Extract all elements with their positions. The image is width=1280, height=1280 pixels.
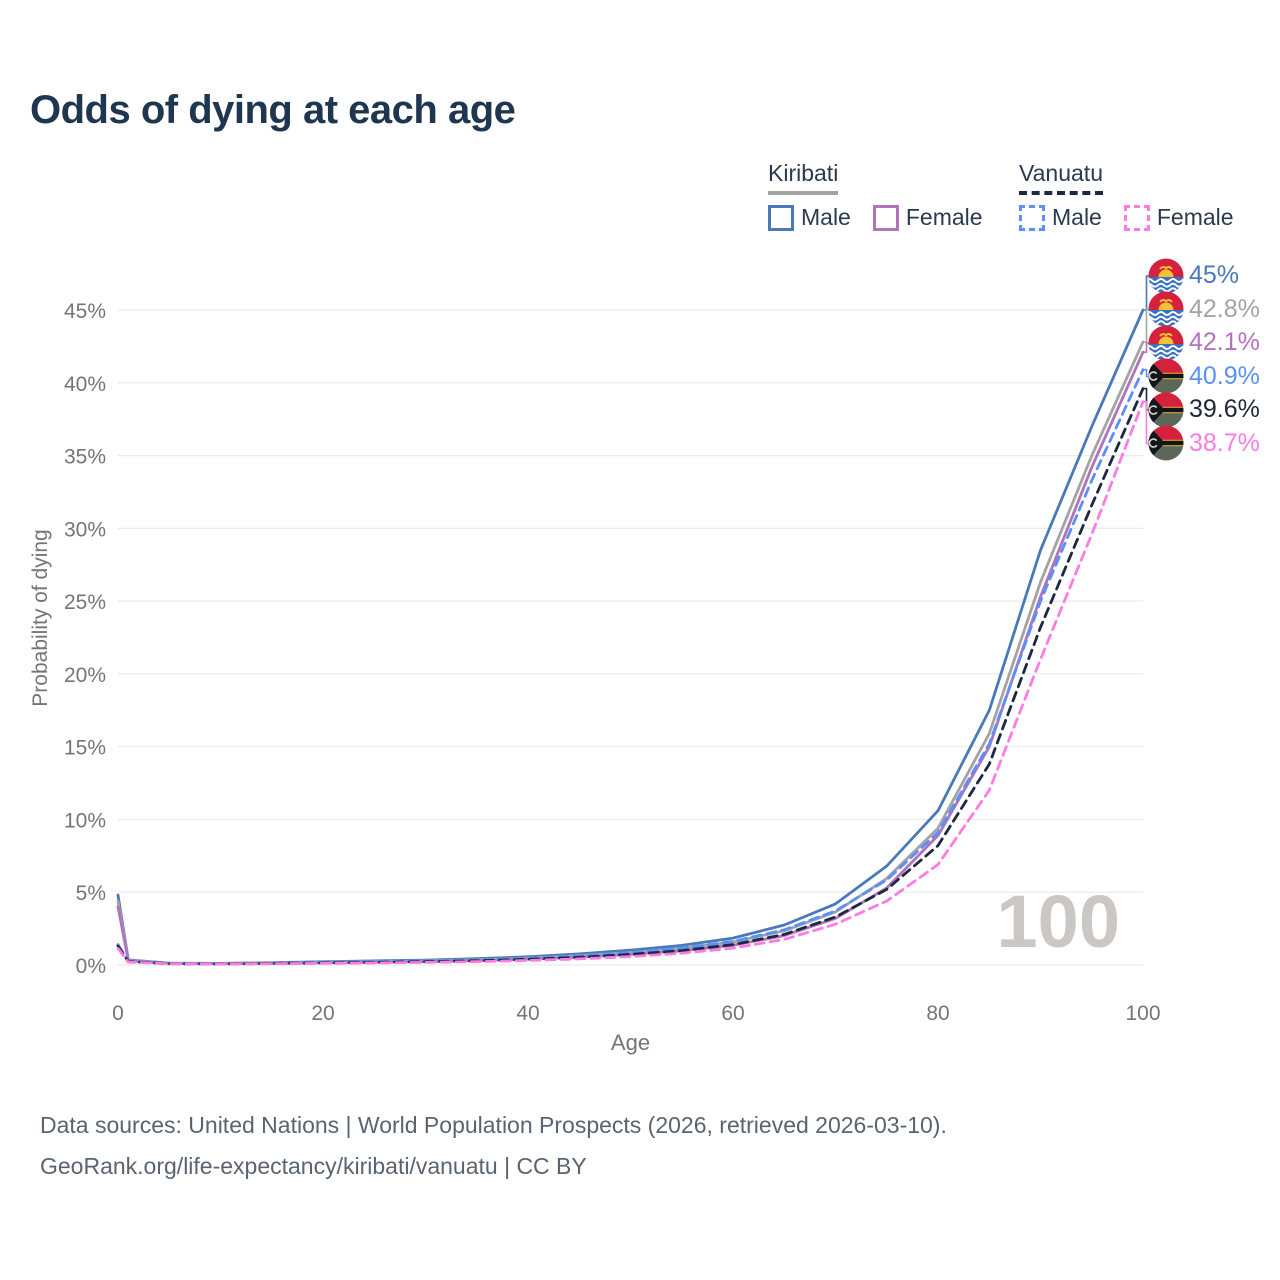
legend-title-kiribati: Kiribati xyxy=(768,160,839,195)
y-tick-label: 0% xyxy=(76,955,106,978)
watermark-text: 100 xyxy=(997,880,1120,963)
y-tick-label: 20% xyxy=(64,664,106,687)
y-tick-label: 25% xyxy=(64,591,106,614)
vanuatu-flag-icon xyxy=(1148,425,1184,461)
legend-swatch-vanuatu-male xyxy=(1019,204,1045,231)
series-vanuatu-female xyxy=(116,400,1145,966)
legend-items-vanuatu: Male Female xyxy=(1019,204,1234,231)
y-tick-label: 10% xyxy=(64,810,106,833)
y-axis-title: Probability of dying xyxy=(29,529,52,706)
kiribati-flag-icon xyxy=(1148,258,1184,294)
y-tick-label: 35% xyxy=(64,446,106,469)
vanuatu-flag-icon xyxy=(1148,392,1184,428)
legend-swatch-vanuatu-female xyxy=(1123,204,1150,231)
kiribati-flag-icon xyxy=(1148,325,1184,361)
y-tick-label: 45% xyxy=(64,300,106,323)
legend-label-vanuatu-male: Male xyxy=(1052,204,1102,230)
end-value: 42.1% xyxy=(1189,328,1260,357)
legend-label-kiribati-female: Female xyxy=(905,204,983,230)
x-tick-label: 40 xyxy=(516,1002,539,1025)
x-tick-label: 20 xyxy=(311,1002,334,1025)
data-sources-line1: Data sources: United Nations | World Pop… xyxy=(40,1112,947,1138)
legend-title-vanuatu: Vanuatu xyxy=(1019,160,1103,195)
end-value: 45% xyxy=(1189,261,1240,290)
end-value: 40.9% xyxy=(1189,361,1260,390)
series-vanuatu-total xyxy=(116,387,1145,966)
series-kiribati-female xyxy=(116,350,1145,966)
legend-swatch-kiribati-female xyxy=(872,204,899,231)
end-value: 42.8% xyxy=(1189,294,1260,323)
legend-swatch-kiribati-male xyxy=(768,204,794,231)
data-sources-line2: GeoRank.org/life-expectancy/kiribati/van… xyxy=(40,1153,587,1179)
page-title: Odds of dying at each age xyxy=(30,88,516,132)
kiribati-flag-icon xyxy=(1148,291,1184,327)
y-tick-label: 15% xyxy=(64,737,106,760)
legend-label-vanuatu-female: Female xyxy=(1156,204,1234,230)
y-tick-label: 30% xyxy=(64,518,106,541)
end-value: 38.7% xyxy=(1189,428,1260,457)
legend-items-kiribati: Male Female xyxy=(768,204,983,231)
end-labels: 45% 42.8% 42.1% 40.9% 39.6% 38.7% xyxy=(1148,259,1260,460)
x-axis-title: Age xyxy=(611,1030,650,1055)
x-tick-label: 0 xyxy=(112,1002,124,1025)
end-label-kiribati-female: 42.1% xyxy=(1148,326,1260,360)
legend-label-kiribati-male: Male xyxy=(801,204,851,230)
legend-group-vanuatu: Vanuatu Male Female xyxy=(1019,160,1234,231)
end-label-kiribati-male: 45% xyxy=(1148,259,1260,293)
end-value: 39.6% xyxy=(1189,395,1260,424)
x-tick-label: 60 xyxy=(721,1002,744,1025)
end-label-vanuatu-total: 39.6% xyxy=(1148,393,1260,427)
legend-group-kiribati: Kiribati Male Female xyxy=(768,160,983,231)
series-kiribati-total xyxy=(116,340,1145,965)
y-tick-label: 40% xyxy=(64,373,106,396)
vanuatu-flag-icon xyxy=(1148,358,1184,394)
x-tick-label: 80 xyxy=(926,1002,949,1025)
y-tick-label: 5% xyxy=(76,882,106,905)
series-kiribati-male xyxy=(116,308,1145,965)
end-label-kiribati-total: 42.8% xyxy=(1148,293,1260,327)
end-label-vanuatu-female: 38.7% xyxy=(1148,427,1260,461)
data-sources: Data sources: United Nations | World Pop… xyxy=(40,1105,947,1187)
x-tick-label: 100 xyxy=(1125,1002,1160,1025)
series-vanuatu-male xyxy=(116,368,1145,966)
end-label-vanuatu-male: 40.9% xyxy=(1148,360,1260,394)
